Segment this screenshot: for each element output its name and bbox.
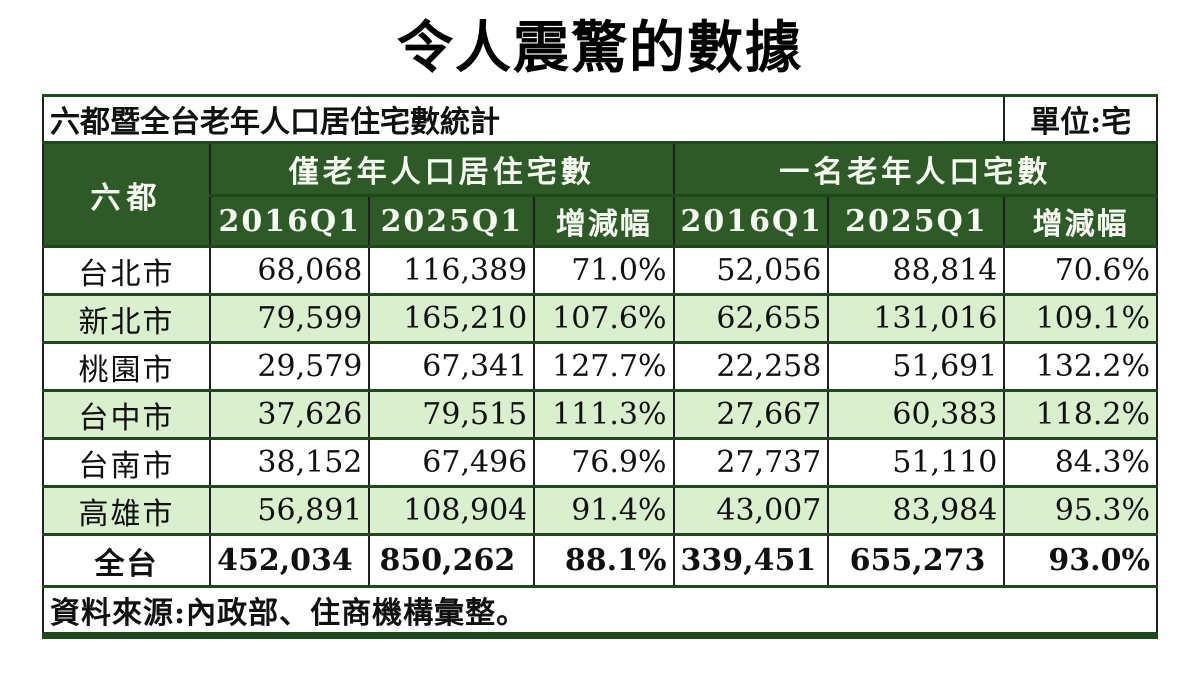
city-name: 台中市 [41,389,212,441]
cell-value: 79,515 [368,389,536,441]
elderly-housing-table: 六都暨全台老年人口居住宅數統計 單位:宅 六都 僅老年人口居住宅數 一名老年人口… [41,94,1158,640]
city-name: 台北市 [41,245,212,297]
cell-value: 88,814 [827,245,1006,297]
cell-value: 655,273 [827,533,1006,589]
table-row-newtaipei: 新北市 79,599 165,210 107.6% 62,655 131,016… [41,293,1158,345]
cell-value: 95.3% [1003,485,1158,537]
cell-value: 67,341 [368,341,536,393]
cell-value: 107.6% [533,293,675,345]
group-header-only-elderly: 僅老年人口居住宅數 [209,141,675,198]
cell-value: 93.0% [1003,533,1158,589]
col-header-2016q1-a: 2016Q1 [209,194,371,249]
table-caption: 六都暨全台老年人口居住宅數統計 [41,94,1006,145]
cell-value: 51,110 [827,437,1006,489]
unit-label: 單位:宅 [1003,94,1158,145]
cell-value: 91.4% [533,485,675,537]
cell-value: 70.6% [1003,245,1158,297]
table-row-kaohsiung: 高雄市 56,891 108,904 91.4% 43,007 83,984 9… [41,485,1158,537]
col-header-2025q1-b: 2025Q1 [827,194,1006,249]
cell-value: 67,496 [368,437,536,489]
city-name: 高雄市 [41,485,212,537]
data-source: 資料來源:內政部、住商機構彙整。 [42,585,1158,638]
cell-value: 339,451 [672,533,830,589]
cell-value: 51,691 [827,341,1006,393]
cell-value: 111.3% [533,389,675,441]
cell-value: 108,904 [368,485,536,537]
cell-value: 37,626 [209,389,371,441]
cell-value: 62,655 [672,293,830,345]
cell-value: 27,667 [672,389,830,441]
city-name: 新北市 [41,293,212,345]
cell-value: 127.7% [533,341,675,393]
cell-value: 43,007 [672,485,830,537]
page-title: 令人震驚的數據 [397,16,803,79]
cell-value: 60,383 [827,389,1006,441]
total-label: 全台 [41,533,212,589]
cell-value: 88.1% [533,533,675,589]
cell-value: 132.2% [1003,341,1158,393]
city-name: 桃園市 [41,341,212,393]
cell-value: 850,262 [368,533,536,589]
table-caption-row: 六都暨全台老年人口居住宅數統計 單位:宅 [41,94,1158,145]
table-row-tainan: 台南市 38,152 67,496 76.9% 27,737 51,110 84… [41,437,1158,489]
corner-header: 六都 [41,141,212,249]
col-header-2016q1-b: 2016Q1 [672,194,830,249]
cell-value: 118.2% [1003,389,1158,441]
cell-value: 56,891 [209,485,371,537]
cell-value: 452,034 [209,533,371,589]
cell-value: 83,984 [827,485,1006,537]
cell-value: 165,210 [368,293,536,345]
cell-value: 109.1% [1003,293,1158,345]
cell-value: 38,152 [209,437,371,489]
col-header-change-b: 增減幅 [1003,194,1158,249]
cell-value: 29,579 [209,341,371,393]
table-row-total: 全台 452,034 850,262 88.1% 339,451 655,273… [41,533,1158,589]
cell-value: 22,258 [672,341,830,393]
cell-value: 71.0% [533,245,675,297]
col-header-change-a: 增減幅 [533,194,675,249]
cell-value: 116,389 [368,245,536,297]
city-name: 台南市 [41,437,212,489]
col-header-2025q1-a: 2025Q1 [368,194,536,249]
cell-value: 84.3% [1003,437,1158,489]
table-row-taoyuan: 桃園市 29,579 67,341 127.7% 22,258 51,691 1… [41,341,1158,393]
table-row-taichung: 台中市 37,626 79,515 111.3% 27,667 60,383 1… [41,389,1158,441]
cell-value: 76.9% [533,437,675,489]
group-header-row: 六都 僅老年人口居住宅數 一名老年人口宅數 [41,141,1158,249]
cell-value: 79,599 [209,293,371,345]
table-row-taipei: 台北市 68,068 116,389 71.0% 52,056 88,814 7… [41,245,1158,297]
cell-value: 27,737 [672,437,830,489]
cell-value: 131,016 [827,293,1006,345]
cell-value: 68,068 [209,245,371,297]
source-row: 資料來源:內政部、住商機構彙整。 [42,585,1158,638]
group-header-one-elderly: 一名老年人口宅數 [672,141,1158,198]
cell-value: 52,056 [672,245,830,297]
sub-header-row: 2016Q1 2025Q1 增減幅 2016Q1 2025Q1 增減幅 [43,194,1158,249]
